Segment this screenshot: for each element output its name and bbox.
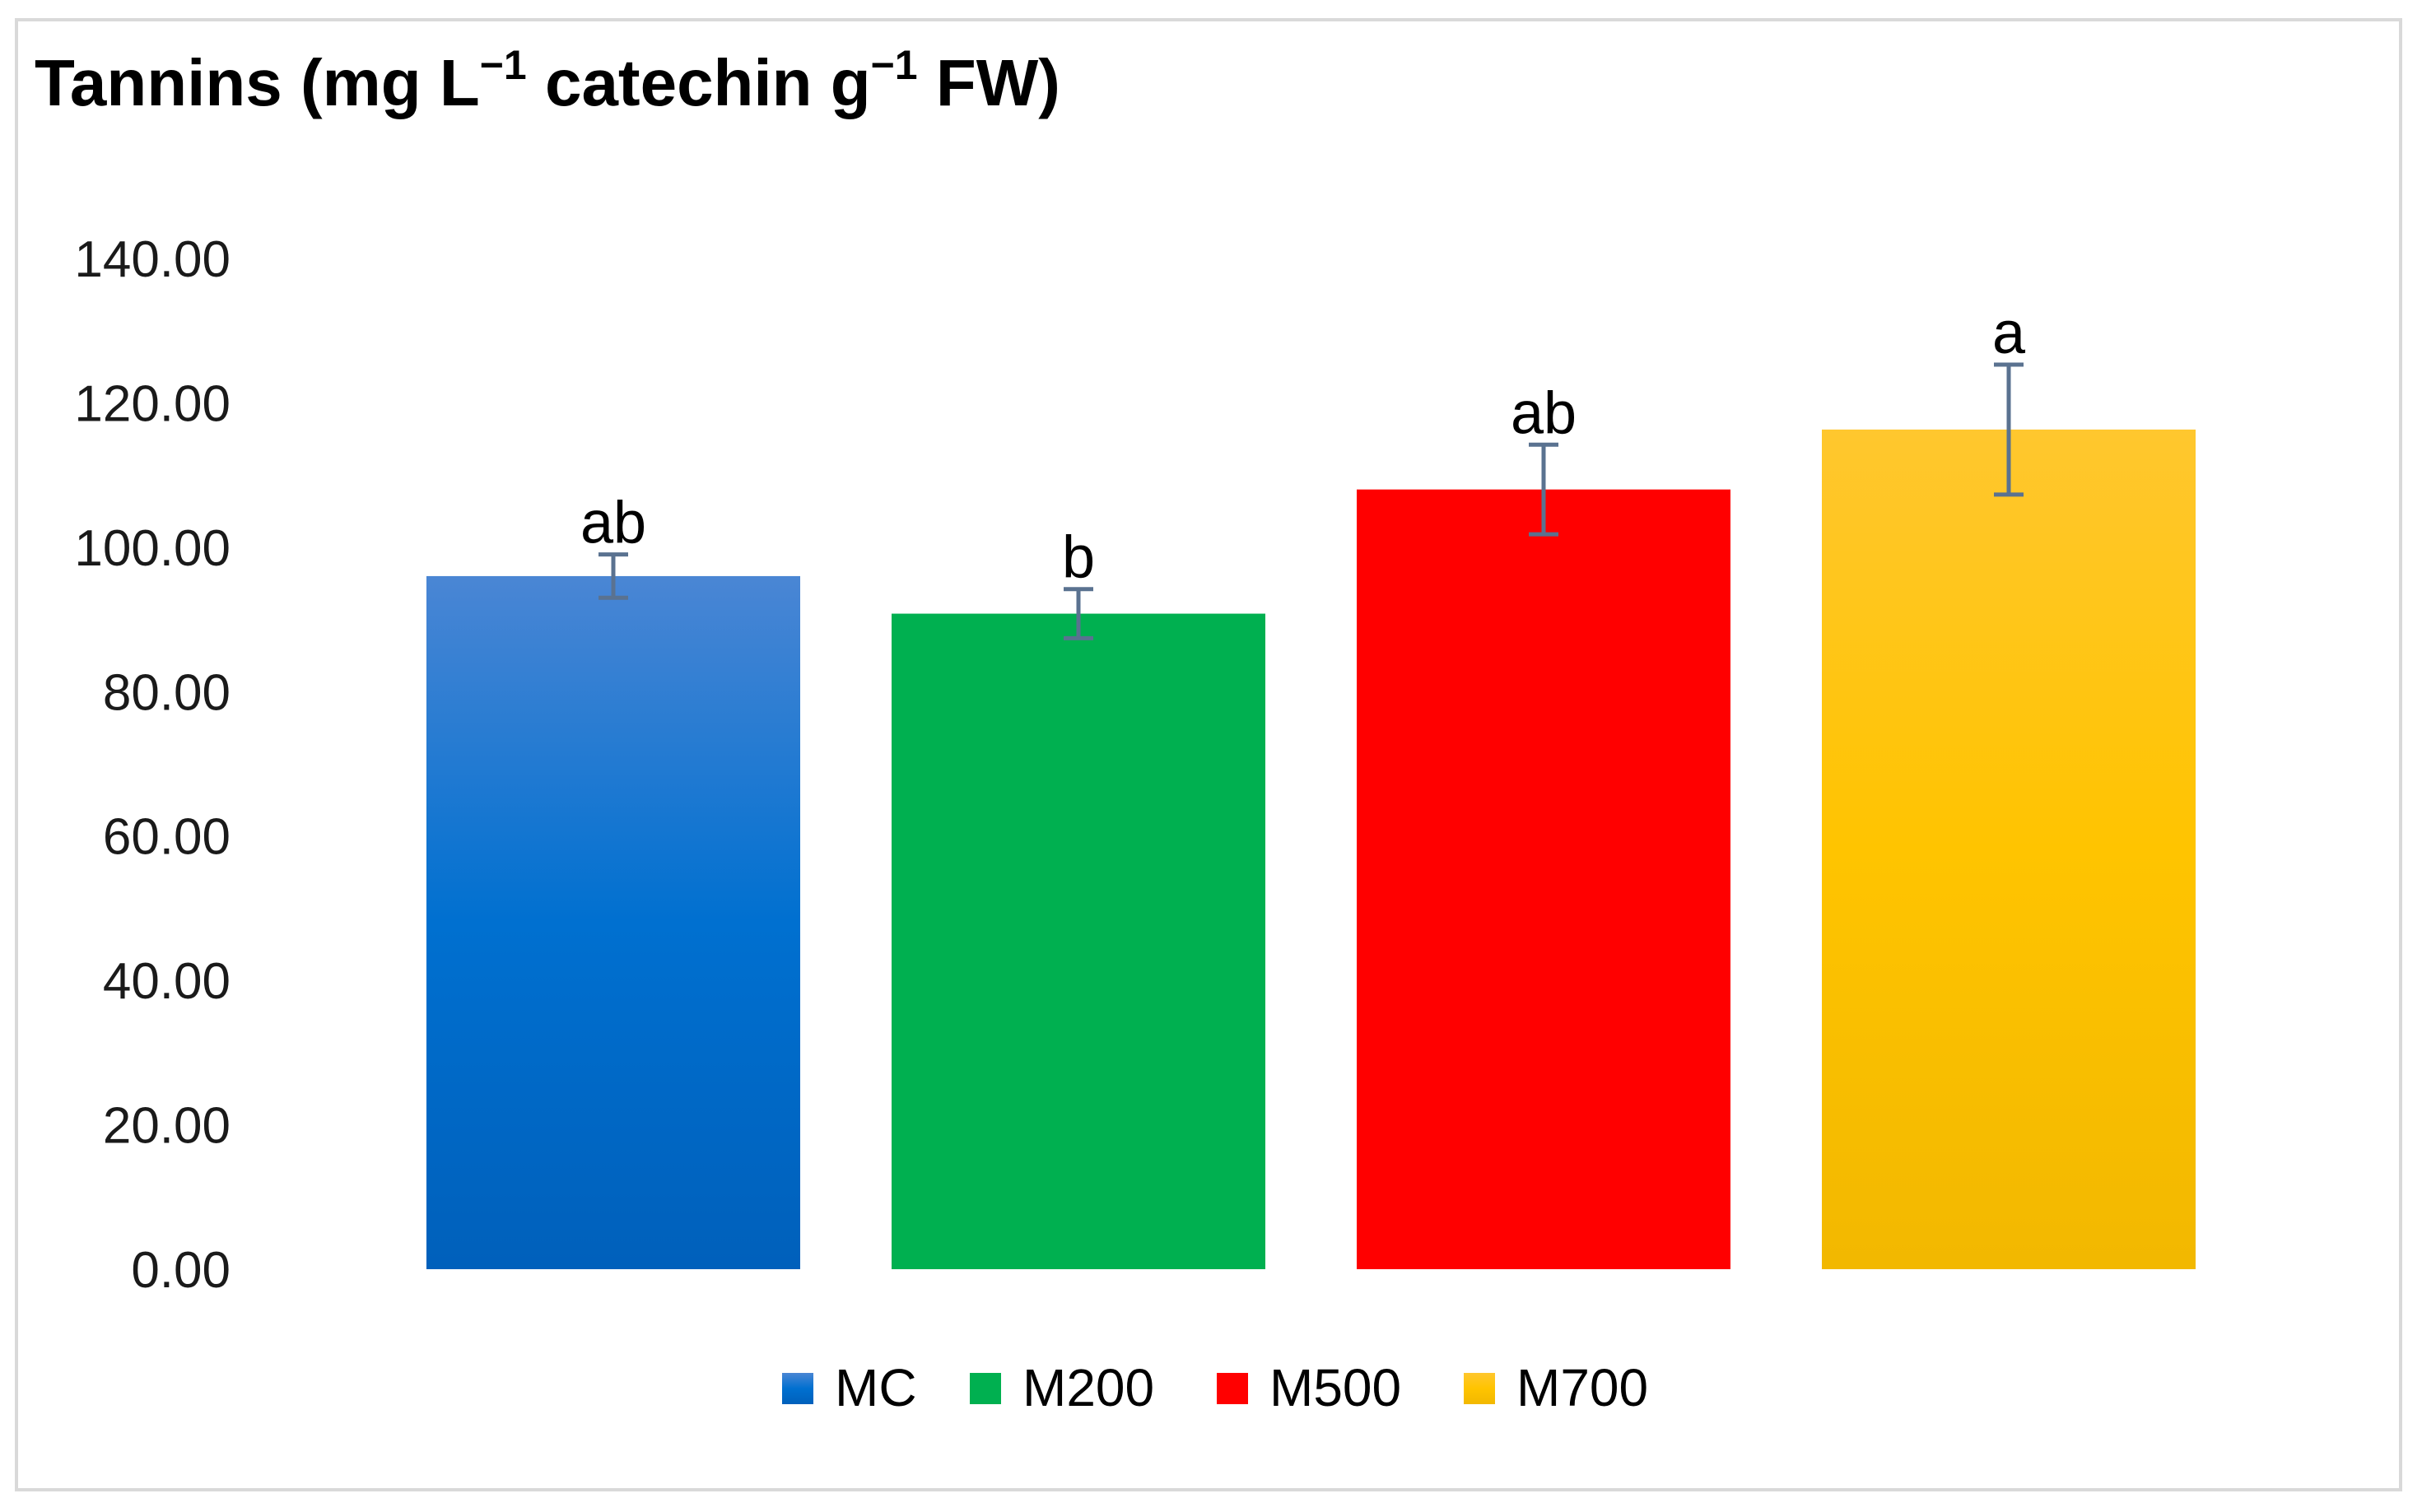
y-tick-label: 0.00 bbox=[131, 1242, 231, 1299]
bars-group bbox=[426, 429, 2196, 1269]
legend: MC M200 M500 M700 bbox=[782, 1358, 1648, 1417]
legend-label-mc: MC bbox=[835, 1358, 917, 1417]
legend-swatch-m700 bbox=[1464, 1373, 1495, 1404]
title-sup-1: −1 bbox=[480, 42, 527, 88]
chart-title: Tannins (mg L−1 catechin g−1 FW) bbox=[35, 42, 1060, 119]
title-part-3: FW) bbox=[918, 46, 1060, 119]
significance-label-mc: ab bbox=[580, 491, 646, 556]
y-tick-label: 60.00 bbox=[103, 809, 231, 866]
error-bar-m500 bbox=[1529, 442, 1558, 537]
error-bars-group bbox=[599, 362, 2024, 640]
bar-mc bbox=[426, 575, 800, 1269]
error-bar-m700 bbox=[1994, 362, 2024, 497]
significance-label-m200: b bbox=[1062, 525, 1095, 591]
y-axis: 0.00 20.00 40.00 60.00 80.00 100.00 120.00 140.… bbox=[74, 231, 231, 1299]
significance-labels-group: ab b ab a bbox=[580, 300, 2026, 591]
y-tick-label: 80.00 bbox=[103, 664, 231, 721]
significance-label-m500: ab bbox=[1511, 380, 1577, 446]
y-tick-label: 100.00 bbox=[74, 520, 231, 577]
legend-swatch-m500 bbox=[1217, 1373, 1248, 1404]
legend-swatch-m200 bbox=[970, 1373, 1001, 1404]
error-bar-mc bbox=[599, 552, 628, 600]
bar-m700 bbox=[1822, 429, 2196, 1269]
legend-label-m200: M200 bbox=[1022, 1358, 1154, 1417]
y-tick-label: 20.00 bbox=[103, 1098, 231, 1155]
title-part-1: Tannins (mg L bbox=[35, 46, 480, 119]
bar-m500 bbox=[1357, 489, 1730, 1269]
legend-label-m500: M500 bbox=[1269, 1358, 1401, 1417]
error-bar-m200 bbox=[1064, 587, 1093, 640]
y-tick-label: 140.00 bbox=[74, 231, 231, 288]
title-part-2: catechin g bbox=[527, 46, 871, 119]
y-tick-label: 120.00 bbox=[74, 375, 231, 432]
significance-label-m700: a bbox=[1992, 300, 2026, 366]
legend-swatch-mc bbox=[782, 1373, 813, 1404]
bar-m200 bbox=[892, 613, 1265, 1269]
legend-label-m700: M700 bbox=[1516, 1358, 1648, 1417]
title-sup-2: −1 bbox=[871, 42, 918, 88]
y-tick-label: 40.00 bbox=[103, 953, 231, 1010]
